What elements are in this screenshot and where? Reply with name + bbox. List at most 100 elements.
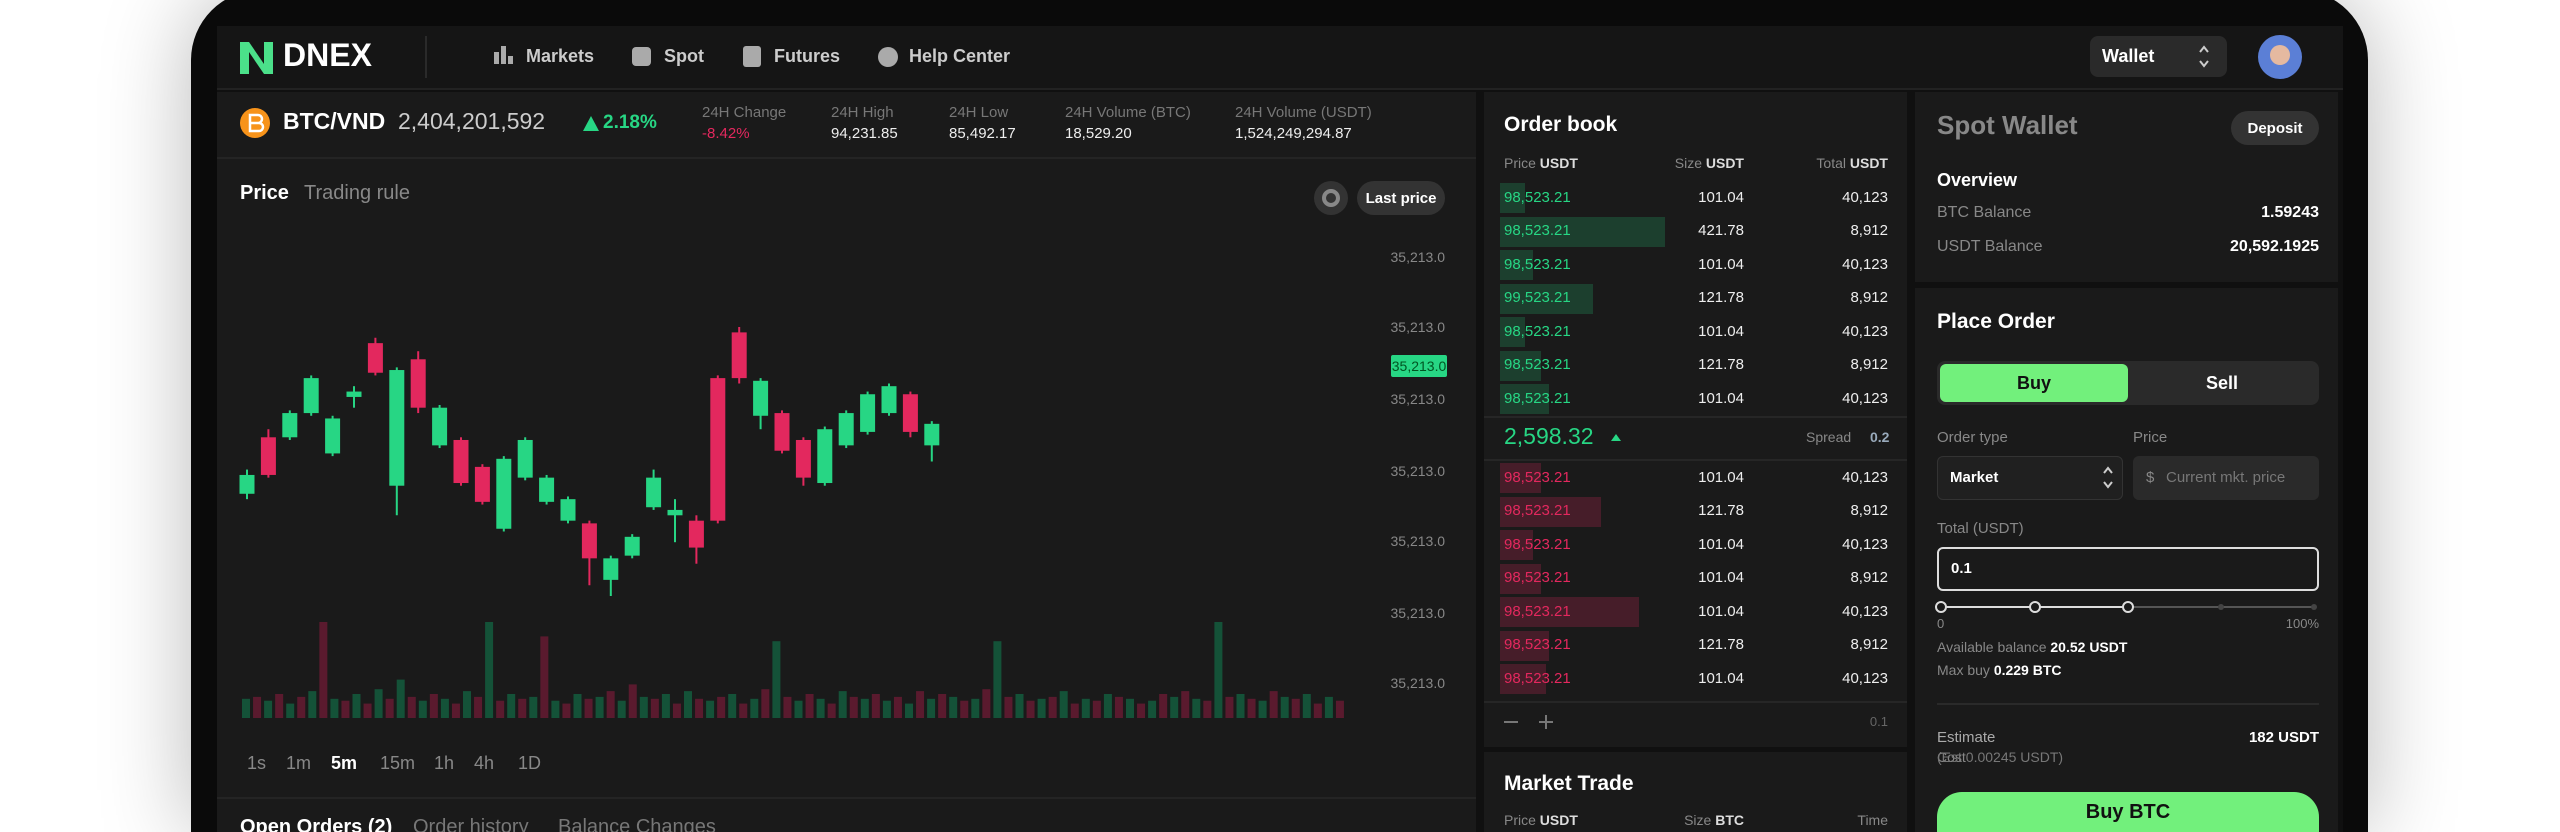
price-input[interactable] (2133, 456, 2319, 500)
orders-tab[interactable]: Order history (413, 816, 529, 832)
volume-bar (275, 694, 284, 718)
stat-label: 24H Change (702, 103, 787, 121)
interval[interactable]: 1h (434, 753, 455, 774)
nav-item[interactable]: Help Center (909, 46, 1011, 67)
wallet-button[interactable]: Wallet (2090, 36, 2227, 77)
slider-stop[interactable] (2122, 601, 2134, 613)
column-header: Price USDT (1504, 156, 1578, 170)
logo: DNEX (283, 37, 372, 74)
volume-bar (1170, 696, 1179, 718)
volume-bar (728, 694, 737, 718)
deposit-button[interactable]: Deposit (2231, 111, 2319, 145)
buy-button[interactable]: Buy BTC (1937, 792, 2319, 832)
volume-bar (385, 698, 394, 718)
volume-bar (507, 694, 516, 718)
volume-bar (1302, 694, 1311, 718)
last-price-button[interactable]: Last price (1357, 181, 1445, 215)
spread-value: 0.2 (1870, 429, 1890, 446)
volume-bar (407, 696, 416, 718)
row-size: 101.04 (1698, 602, 1744, 620)
section-title: Market Trade (1504, 772, 1634, 796)
row-price: 98,523.21 (1504, 569, 1571, 587)
order-type-select[interactable] (1937, 456, 2123, 500)
candle-body (924, 423, 940, 446)
total-input[interactable] (1937, 547, 2319, 591)
zoom-in[interactable] (1539, 715, 1553, 729)
stat-label: 24H Volume (USDT) (1235, 103, 1372, 121)
volume-bar (927, 698, 936, 718)
interval[interactable]: 1m (286, 753, 312, 774)
volume-bar (1280, 696, 1289, 718)
slider-stop[interactable] (2029, 601, 2041, 613)
row-size: 101.04 (1698, 669, 1744, 687)
nav-item[interactable]: Futures (774, 46, 841, 67)
row-size: 121.78 (1698, 289, 1744, 307)
candle-body (539, 477, 555, 502)
candle-body (624, 536, 640, 556)
row-total: 8,912 (1850, 569, 1888, 587)
row-size: 101.04 (1698, 569, 1744, 587)
volume-bar (706, 700, 715, 718)
chart-tab[interactable]: Trading rule (304, 182, 410, 204)
row-price: 98,523.21 (1504, 502, 1571, 520)
orders-tab[interactable]: Balance Changes (558, 816, 716, 832)
volume-bar (496, 700, 505, 718)
volume-bar (1026, 700, 1035, 718)
sell-tab[interactable]: Sell (2128, 364, 2316, 402)
candle-body (432, 407, 448, 446)
interval[interactable]: 4h (474, 753, 495, 774)
interval[interactable]: 5m (331, 753, 358, 774)
wallet-title: Spot Wallet (1937, 109, 2078, 140)
volume-bar (882, 700, 891, 718)
slider-stop[interactable] (2218, 604, 2224, 610)
interval[interactable]: 15m (380, 753, 416, 774)
volume-bar (308, 691, 317, 718)
header-label: Price (1504, 812, 1536, 828)
volume-bar (1324, 696, 1333, 718)
slider-stop[interactable] (1935, 601, 1947, 613)
row-size: 101.04 (1698, 322, 1744, 340)
header-label: Price (1504, 155, 1536, 171)
volume-bar (1214, 622, 1223, 718)
volume-bar (849, 696, 858, 718)
candle-body (881, 386, 897, 414)
depth-bar (1500, 630, 1549, 661)
orders-tab[interactable]: Open Orders (2) (240, 816, 393, 832)
slider-stop[interactable] (2311, 604, 2317, 610)
volume-bar (330, 698, 339, 718)
stat-value: 1,524,249,294.87 (1235, 124, 1352, 142)
volume-bar (661, 694, 670, 718)
nav-item[interactable]: Markets (526, 46, 595, 67)
volume-bar (396, 679, 405, 718)
row-total: 40,123 (1842, 389, 1888, 407)
interval[interactable]: 1s (247, 753, 267, 774)
chart-tab[interactable]: Price (240, 182, 289, 204)
volume-bar (1236, 694, 1245, 718)
buy-tab[interactable]: Buy (1940, 364, 2128, 402)
interval[interactable]: 1D (518, 753, 542, 774)
volume-bar (750, 698, 759, 718)
volume-bar (838, 691, 847, 718)
volume-bar (871, 694, 880, 718)
volume-bar (1015, 694, 1024, 718)
candle-body (325, 418, 341, 454)
volume-bar (772, 641, 781, 718)
volume-bar (1269, 691, 1278, 718)
current-price-badge: 35,213.0 (1391, 355, 1447, 377)
row-total: 40,123 (1842, 602, 1888, 620)
buy-tab-label: Buy (2016, 373, 2051, 393)
row-total: 8,912 (1850, 636, 1888, 654)
cost-label: Cost (1937, 749, 1966, 766)
nav-divider (425, 36, 427, 78)
order-book-panel (1484, 92, 1907, 747)
volume-bar (1291, 698, 1300, 718)
depth-bar (1500, 250, 1533, 280)
volume-bar (761, 689, 770, 718)
volume-bar (1258, 700, 1267, 718)
candle-body (774, 413, 790, 451)
volume-bar (1159, 694, 1168, 718)
volume-bar (739, 703, 748, 718)
settings-button[interactable] (1314, 181, 1348, 215)
header-label: Size (1684, 812, 1712, 828)
nav-item[interactable]: Spot (664, 46, 704, 67)
